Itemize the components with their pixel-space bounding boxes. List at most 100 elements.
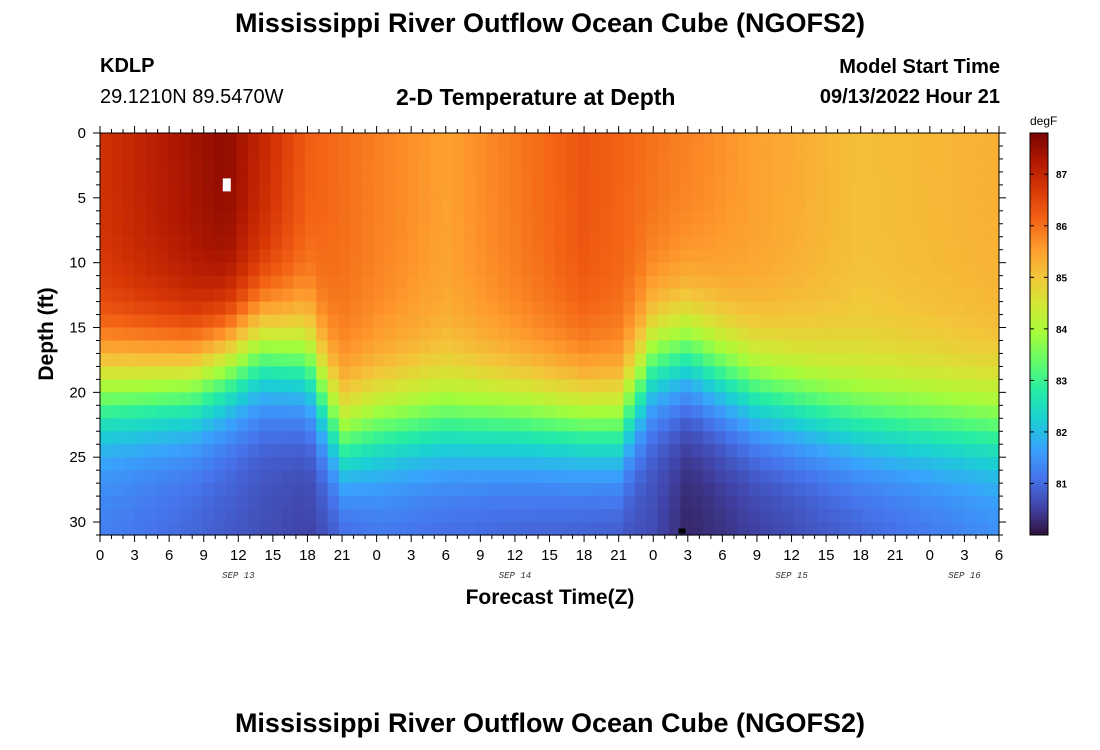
heatmap-cell [964,133,977,147]
heatmap-cell [816,392,829,406]
heatmap-cell [782,171,795,186]
heatmap-cell [862,288,875,303]
heatmap-cell [566,184,579,199]
heatmap-cell [703,457,716,471]
heatmap-cell [828,223,841,238]
heatmap-cell [577,327,590,342]
heatmap-cell [100,379,112,393]
heatmap-cell [555,210,568,225]
heatmap-cell [521,470,534,484]
heatmap-cell [623,262,636,277]
heatmap-cell [418,133,431,147]
heatmap-cell [259,379,272,393]
heatmap-cell [771,262,784,277]
heatmap-cell [543,171,556,186]
heatmap-cell [839,133,852,147]
heatmap-cell [179,392,192,406]
heatmap-cell [407,444,420,458]
heatmap-cell [668,457,681,471]
heatmap-cell [714,418,727,432]
heatmap-cell [486,145,499,160]
heatmap-cell [839,470,852,484]
heatmap-cell [498,275,511,290]
heatmap-cell [760,236,773,251]
heatmap-cell [395,275,408,290]
heatmap-cell [942,210,955,225]
x-tick-label: 21 [334,547,351,564]
heatmap-cell [691,483,704,497]
heatmap-cell [976,133,989,147]
heatmap-cell [475,327,488,342]
heatmap-cell [839,210,852,225]
heatmap-cell [612,366,625,380]
heatmap-cell [168,444,181,458]
heatmap-cell [145,522,158,536]
heatmap-cell [236,171,249,186]
heatmap-cell [714,392,727,406]
heatmap-cell [475,223,488,238]
heatmap-cell [350,340,363,355]
heatmap-cell [498,431,511,445]
heatmap-cell [282,457,295,471]
heatmap-cell [475,210,488,225]
heatmap-cell [816,197,829,212]
heatmap-cell [304,171,317,186]
heatmap-cell [247,496,260,510]
heatmap-cell [691,470,704,484]
heatmap-cell [896,522,909,536]
heatmap-cell [498,327,511,342]
heatmap-cell [828,444,841,458]
heatmap-cell [122,483,135,497]
heatmap-cell [919,275,932,290]
heatmap-cell [270,236,283,251]
heatmap-cell [361,353,374,368]
heatmap-cell [509,301,522,316]
heatmap-cell [839,496,852,510]
heatmap-cell [805,431,818,445]
heatmap-cell [213,223,226,238]
heatmap-cell [270,483,283,497]
heatmap-cell [532,249,545,264]
heatmap-cell [737,496,750,510]
heatmap-cell [122,353,135,368]
heatmap-cell [361,457,374,471]
heatmap-cell [589,431,602,445]
heatmap-cell [395,301,408,316]
heatmap-cell [464,431,477,445]
heatmap-cell [930,366,943,380]
heatmap-cell [282,418,295,432]
heatmap-cell [566,418,579,432]
heatmap-cell [373,509,386,523]
heatmap-cell [270,392,283,406]
heatmap-cell [225,327,238,342]
heatmap-cell [896,405,909,419]
heatmap-cell [361,444,374,458]
heatmap-cell [851,444,864,458]
heatmap-cell [782,522,795,536]
heatmap-cell [350,275,363,290]
heatmap-cell [668,327,681,342]
heatmap-cell [418,366,431,380]
heatmap-cell [282,431,295,445]
heatmap-cell [737,379,750,393]
heatmap-cell [942,405,955,419]
heatmap-cell [350,223,363,238]
heatmap-cell [634,418,647,432]
heatmap-cell [361,249,374,264]
heatmap-cell [612,184,625,199]
heatmap-cell [464,314,477,329]
heatmap-cell [338,431,351,445]
heatmap-cell [714,301,727,316]
heatmap-cell [293,366,306,380]
heatmap-cell [862,262,875,277]
heatmap-cell [646,236,659,251]
heatmap-cell [225,133,238,147]
heatmap-cell [862,133,875,147]
heatmap-cell [600,314,613,329]
heatmap-cell [452,483,465,497]
heatmap-cell [703,509,716,523]
heatmap-cell [839,418,852,432]
heatmap-cell [737,301,750,316]
heatmap-cell [657,327,670,342]
heatmap-cell [361,340,374,355]
